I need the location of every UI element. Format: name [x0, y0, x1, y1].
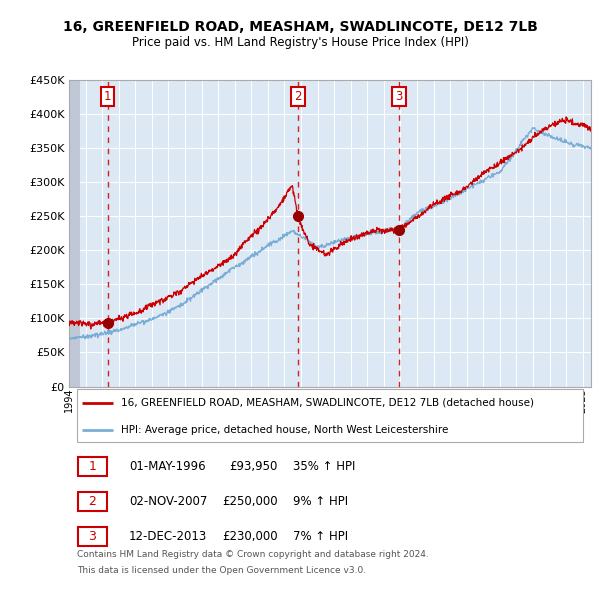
Text: 1: 1: [104, 90, 112, 103]
Text: £93,950: £93,950: [229, 460, 278, 473]
Text: 7% ↑ HPI: 7% ↑ HPI: [293, 530, 349, 543]
Text: 12-DEC-2013: 12-DEC-2013: [129, 530, 207, 543]
Text: £250,000: £250,000: [222, 495, 278, 508]
Text: 3: 3: [395, 90, 403, 103]
Text: HPI: Average price, detached house, North West Leicestershire: HPI: Average price, detached house, Nort…: [121, 425, 449, 435]
Text: 01-MAY-1996: 01-MAY-1996: [129, 460, 206, 473]
FancyBboxPatch shape: [79, 457, 107, 476]
Text: 1: 1: [89, 460, 97, 473]
Text: 35% ↑ HPI: 35% ↑ HPI: [293, 460, 356, 473]
Text: 16, GREENFIELD ROAD, MEASHAM, SWADLINCOTE, DE12 7LB (detached house): 16, GREENFIELD ROAD, MEASHAM, SWADLINCOT…: [121, 398, 534, 408]
FancyBboxPatch shape: [79, 526, 107, 546]
Bar: [69, 80, 80, 386]
Text: 16, GREENFIELD ROAD, MEASHAM, SWADLINCOTE, DE12 7LB: 16, GREENFIELD ROAD, MEASHAM, SWADLINCOT…: [62, 19, 538, 34]
Text: 2: 2: [295, 90, 302, 103]
Text: This data is licensed under the Open Government Licence v3.0.: This data is licensed under the Open Gov…: [77, 566, 366, 575]
FancyBboxPatch shape: [79, 491, 107, 511]
FancyBboxPatch shape: [77, 389, 583, 442]
Text: 3: 3: [89, 530, 97, 543]
Text: Price paid vs. HM Land Registry's House Price Index (HPI): Price paid vs. HM Land Registry's House …: [131, 36, 469, 49]
Text: 02-NOV-2007: 02-NOV-2007: [129, 495, 208, 508]
Text: 2: 2: [89, 495, 97, 508]
Text: 9% ↑ HPI: 9% ↑ HPI: [293, 495, 349, 508]
Text: Contains HM Land Registry data © Crown copyright and database right 2024.: Contains HM Land Registry data © Crown c…: [77, 550, 428, 559]
Text: £230,000: £230,000: [222, 530, 278, 543]
